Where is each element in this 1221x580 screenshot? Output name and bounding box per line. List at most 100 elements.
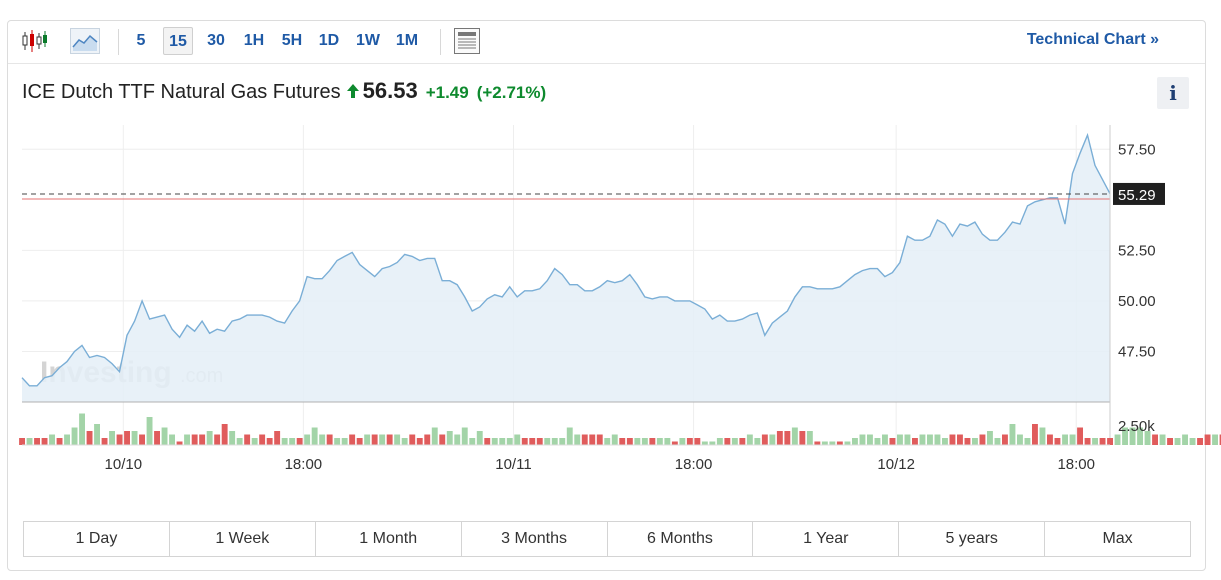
range-1-year[interactable]: 1 Year bbox=[753, 522, 900, 556]
volume-bar bbox=[469, 438, 476, 445]
volume-bar bbox=[799, 431, 806, 445]
volume-bar bbox=[626, 438, 633, 445]
volume-bar bbox=[664, 438, 671, 445]
volume-bar bbox=[1219, 434, 1221, 445]
volume-bar bbox=[1077, 427, 1083, 445]
volume-bar bbox=[739, 438, 746, 445]
volume-bar bbox=[71, 427, 78, 445]
volume-bar bbox=[319, 434, 326, 445]
volume-bar bbox=[596, 434, 603, 445]
volume-bar bbox=[26, 438, 33, 445]
toolbar-divider bbox=[8, 63, 1205, 64]
instrument-name: ICE Dutch TTF Natural Gas Futures bbox=[22, 81, 341, 103]
range-6-months[interactable]: 6 Months bbox=[608, 522, 754, 556]
interval-1h[interactable]: 1H bbox=[243, 32, 265, 49]
volume-bar bbox=[409, 434, 416, 445]
volume-bar bbox=[972, 438, 978, 445]
range-3-months[interactable]: 3 Months bbox=[462, 522, 608, 556]
volume-bar bbox=[109, 431, 115, 445]
volume-bar bbox=[1024, 438, 1031, 445]
range-max[interactable]: Max bbox=[1102, 530, 1133, 547]
price-line bbox=[21, 132, 1111, 387]
interval-5h[interactable]: 5H bbox=[281, 32, 303, 49]
volume-bar bbox=[1009, 424, 1016, 445]
volume-bar bbox=[844, 441, 851, 445]
range-1-day[interactable]: 1 Day bbox=[24, 522, 170, 556]
volume-bar bbox=[634, 438, 641, 445]
volume-bar bbox=[701, 441, 708, 445]
price-change: +1.49 bbox=[425, 83, 469, 102]
range-5-years[interactable]: 5 years bbox=[899, 522, 1046, 556]
volume-bar bbox=[581, 434, 588, 445]
volume-bar bbox=[574, 434, 581, 445]
volume-bar bbox=[506, 438, 513, 445]
range-1-week[interactable]: 1 Week bbox=[170, 522, 316, 556]
volume-bar bbox=[476, 431, 483, 445]
price-tick-label: 57.50 bbox=[1118, 141, 1156, 158]
volume-bar bbox=[206, 431, 213, 445]
interval-1d[interactable]: 1D bbox=[318, 32, 340, 49]
volume-bar bbox=[649, 438, 656, 445]
volume-bar bbox=[731, 438, 738, 445]
time-tick-label: 10/11 bbox=[495, 456, 531, 473]
volume-bar bbox=[484, 438, 491, 445]
volume-bar bbox=[439, 434, 446, 445]
volume-bar bbox=[671, 441, 678, 445]
volume-bar bbox=[326, 434, 333, 445]
volume-bar bbox=[904, 434, 911, 445]
interval-1m[interactable]: 1M bbox=[395, 32, 419, 49]
volume-bar bbox=[1084, 438, 1091, 445]
toolbar-separator bbox=[118, 29, 119, 55]
price-tick-label: 47.50 bbox=[1118, 343, 1156, 360]
volume-bar bbox=[131, 431, 138, 445]
volume-bar bbox=[874, 438, 881, 445]
candlestick-chart-icon[interactable] bbox=[20, 27, 48, 55]
volume-bar bbox=[889, 438, 896, 445]
technical-chart-link[interactable]: Technical Chart » bbox=[1026, 31, 1159, 48]
volume-bar bbox=[1174, 438, 1181, 445]
volume-bar bbox=[431, 427, 438, 445]
volume-bar bbox=[296, 438, 303, 445]
volume-bar bbox=[161, 427, 168, 445]
range-1-month[interactable]: 1 Month bbox=[316, 522, 462, 556]
volume-bar bbox=[1204, 434, 1211, 445]
volume-bar bbox=[761, 434, 768, 445]
volume-bar bbox=[769, 434, 776, 445]
volume-bar bbox=[274, 431, 281, 445]
volume-bar bbox=[259, 434, 266, 445]
volume-bar bbox=[184, 434, 190, 445]
area-chart-icon[interactable] bbox=[70, 27, 100, 55]
volume-bar bbox=[229, 431, 236, 445]
volume-bar bbox=[86, 431, 93, 445]
volume-bar bbox=[416, 438, 423, 445]
volume-bar bbox=[544, 438, 551, 445]
volume-bar bbox=[589, 434, 596, 445]
volume-bar bbox=[641, 438, 648, 445]
volume-bar bbox=[536, 438, 543, 445]
volume-bar bbox=[942, 438, 948, 445]
time-tick-label: 18:00 bbox=[285, 456, 323, 473]
volume-bar bbox=[41, 438, 48, 445]
volume-bar bbox=[1017, 434, 1023, 445]
interval-1w[interactable]: 1W bbox=[356, 32, 380, 49]
volume-bar bbox=[957, 434, 963, 445]
volume-bar bbox=[716, 438, 723, 445]
info-button[interactable]: i bbox=[1157, 77, 1189, 109]
last-price: 56.53 bbox=[362, 78, 418, 103]
volume-bar bbox=[679, 438, 686, 445]
volume-bar bbox=[934, 434, 941, 445]
volume-tick-label: 2.50k bbox=[1118, 418, 1155, 435]
volume-bar bbox=[169, 434, 175, 445]
volume-bar bbox=[814, 441, 821, 445]
up-arrow-icon bbox=[346, 84, 359, 103]
data-table-icon[interactable] bbox=[453, 27, 481, 55]
interval-30[interactable]: 30 bbox=[207, 32, 225, 49]
price-chart[interactable]: Investing.com57.5052.5050.0047.5055.292.… bbox=[0, 0, 1221, 500]
interval-5[interactable]: 5 bbox=[136, 32, 146, 49]
volume-bar bbox=[334, 438, 341, 445]
volume-bar bbox=[281, 438, 288, 445]
volume-bar bbox=[1107, 438, 1113, 445]
volume-bar bbox=[514, 434, 521, 445]
volume-bar bbox=[266, 438, 273, 445]
interval-15[interactable]: 15 bbox=[163, 27, 193, 55]
